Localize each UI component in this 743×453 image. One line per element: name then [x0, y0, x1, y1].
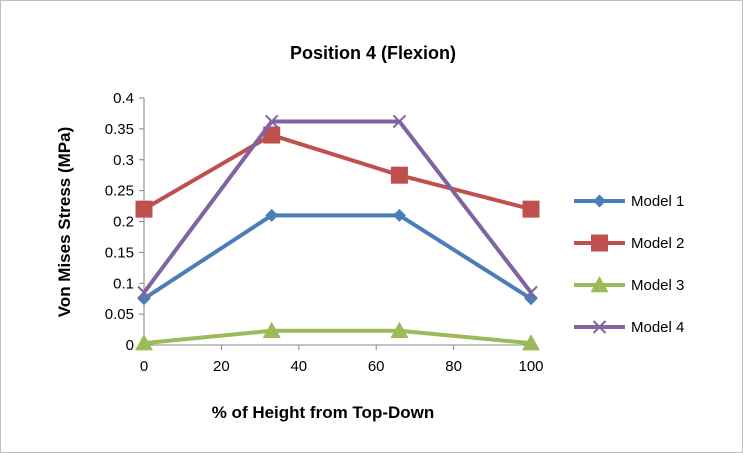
legend-item-model-2: Model 2 — [574, 234, 684, 252]
legend-swatch-marker — [590, 276, 609, 293]
data-point-marker — [135, 334, 153, 351]
x-tick-label: 20 — [213, 358, 230, 375]
series-model-2 — [135, 126, 540, 218]
data-point-marker — [392, 208, 406, 222]
data-point-marker — [524, 285, 538, 300]
series-model-4 — [137, 114, 538, 300]
series-line — [142, 119, 533, 294]
data-point-marker — [265, 208, 279, 222]
series-line — [142, 133, 532, 212]
x-tick-label: 80 — [445, 358, 462, 375]
y-tick-label: 0.25 — [105, 183, 134, 200]
legend-item-model-3: Model 3 — [574, 276, 684, 294]
data-point-marker — [137, 285, 151, 300]
data-point-marker — [135, 200, 153, 218]
x-tick-label: 100 — [518, 358, 543, 375]
legend-label: Model 2 — [631, 235, 684, 252]
y-tick-label: 0.15 — [105, 244, 134, 261]
legend-item-model-1: Model 1 — [574, 193, 684, 210]
legend-label: Model 4 — [631, 319, 684, 336]
y-axis-title: Von Mises Stress (MPa) — [55, 127, 74, 318]
marker-stroke — [592, 320, 607, 334]
marker-stroke — [265, 114, 279, 129]
x-axis-title: % of Height from Top-Down — [212, 403, 435, 422]
legend-item-model-4: Model 4 — [574, 319, 684, 336]
marker-stroke — [392, 114, 407, 129]
y-tick-label: 0.05 — [105, 306, 134, 323]
marker-stroke — [137, 285, 151, 300]
legend-swatch-marker — [591, 234, 608, 252]
y-tick-label: 0.35 — [105, 121, 134, 138]
chart-title: Position 4 (Flexion) — [290, 43, 456, 63]
y-tick-label: 0.3 — [113, 152, 134, 169]
legend: Model 1 Model 2 Model 3 Model 4 — [574, 193, 684, 336]
data-point-marker — [392, 114, 407, 129]
data-point-marker — [263, 126, 281, 144]
legend-swatch-marker — [593, 194, 606, 208]
y-tick-label: 0.4 — [113, 90, 134, 107]
marker-stroke — [524, 285, 538, 300]
data-point-marker — [390, 321, 409, 338]
y-tick-label: 0 — [126, 337, 134, 354]
data-point-marker — [522, 334, 540, 351]
x-tick-label: 0 — [140, 358, 148, 375]
x-tick-label: 40 — [290, 358, 307, 375]
data-point-marker — [262, 321, 281, 338]
y-tick-label: 0.1 — [113, 275, 134, 292]
x-tick-label: 60 — [368, 358, 385, 375]
legend-label: Model 3 — [631, 277, 684, 294]
legend-swatch-marker — [592, 320, 607, 334]
data-point-marker — [265, 114, 279, 129]
y-tick-label: 0.2 — [113, 214, 134, 231]
series-layer — [135, 114, 540, 351]
data-point-marker — [390, 166, 408, 184]
data-point-marker — [522, 200, 540, 218]
series-line — [143, 328, 532, 346]
axes: 0 0.05 0.1 0.15 0.2 0.25 0.3 0.35 0.4 0 20 40 60 80 10… — [105, 90, 544, 375]
series-model-3 — [135, 321, 540, 351]
legend-label: Model 1 — [631, 193, 684, 210]
series-line — [142, 213, 533, 301]
